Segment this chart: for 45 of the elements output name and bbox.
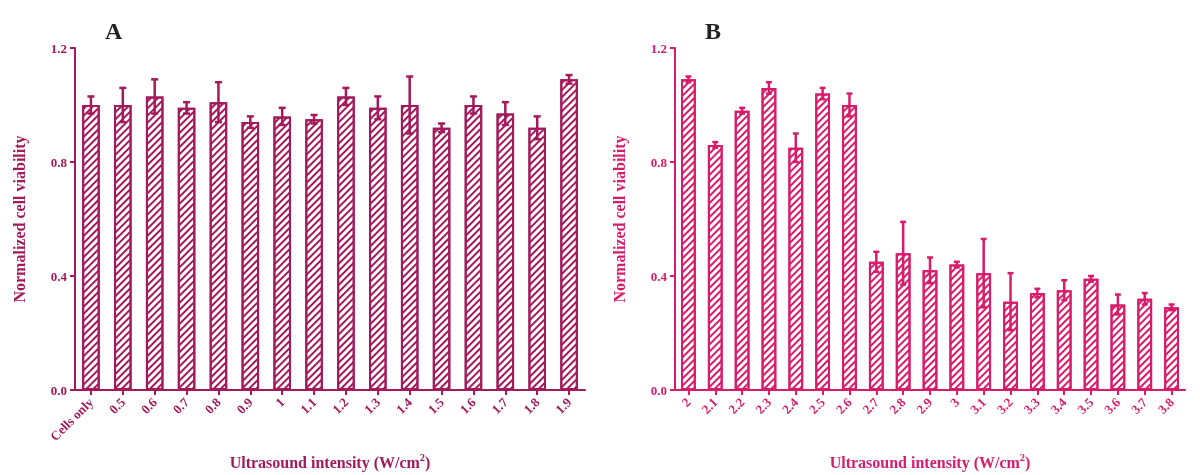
x-tick-label: 1.3 (361, 394, 384, 417)
x-tick-label: 3.4 (1047, 394, 1070, 417)
x-tick-label: 2.2 (725, 394, 748, 417)
x-tick-label: 0.5 (106, 394, 129, 417)
x-tick-label: 0.9 (233, 394, 256, 417)
x-tick-label: 2 (678, 394, 694, 410)
x-tick-label: 1.1 (297, 394, 320, 417)
x-tick-label: 1.4 (392, 394, 416, 417)
x-tick-label: 3.5 (1074, 394, 1097, 417)
x-tick-label: 1.8 (520, 394, 543, 417)
x-tick-label: 3.2 (993, 394, 1016, 417)
x-tick-label: 0.6 (137, 394, 161, 417)
x-tick-label: 1.2 (329, 394, 352, 417)
x-tick-label: 3.1 (966, 394, 989, 417)
x-tick-label: 1.5 (424, 394, 448, 417)
y-tick-label: 0.0 (650, 382, 667, 398)
y-tick-label: 1.2 (650, 40, 667, 56)
x-tick-label: 3 (946, 394, 963, 410)
y-axis-title: Normalized cell viability (10, 135, 29, 303)
y-axis-title: Normalized cell viability (610, 135, 629, 303)
y-tick-label: 0.8 (50, 154, 68, 170)
x-tick-label: 0.8 (201, 394, 225, 417)
y-tick-label: 0.4 (650, 268, 668, 284)
x-tick-label: 0.7 (169, 394, 193, 417)
x-tick-label: 1.6 (456, 394, 480, 417)
x-tick-label: 1.7 (488, 394, 511, 417)
x-tick-label: 3.7 (1127, 394, 1151, 417)
x-tick-label: 3.3 (1020, 394, 1044, 417)
x-tick-label: 1.9 (552, 394, 575, 417)
x-tick-label: 2.3 (752, 394, 775, 417)
chart-title: B (705, 18, 722, 44)
chart-title: A (105, 18, 123, 44)
y-tick-label: 0.4 (50, 268, 68, 284)
x-tick-label: 2.5 (805, 394, 829, 417)
x-tick-label: 2.8 (886, 394, 909, 417)
x-tick-label: 3.8 (1154, 394, 1178, 417)
x-tick-label: 2.6 (832, 394, 856, 417)
x-tick-label: 2.9 (913, 394, 936, 417)
y-tick-label: 1.2 (50, 40, 67, 56)
x-tick-label: 3.6 (1101, 394, 1124, 417)
x-tick-label: 2.1 (698, 394, 721, 417)
x-tick-label: 2.7 (859, 394, 882, 417)
y-tick-label: 0.8 (650, 154, 668, 170)
x-tick-label: 2.4 (779, 394, 802, 417)
x-tick-label: 1 (272, 394, 288, 410)
